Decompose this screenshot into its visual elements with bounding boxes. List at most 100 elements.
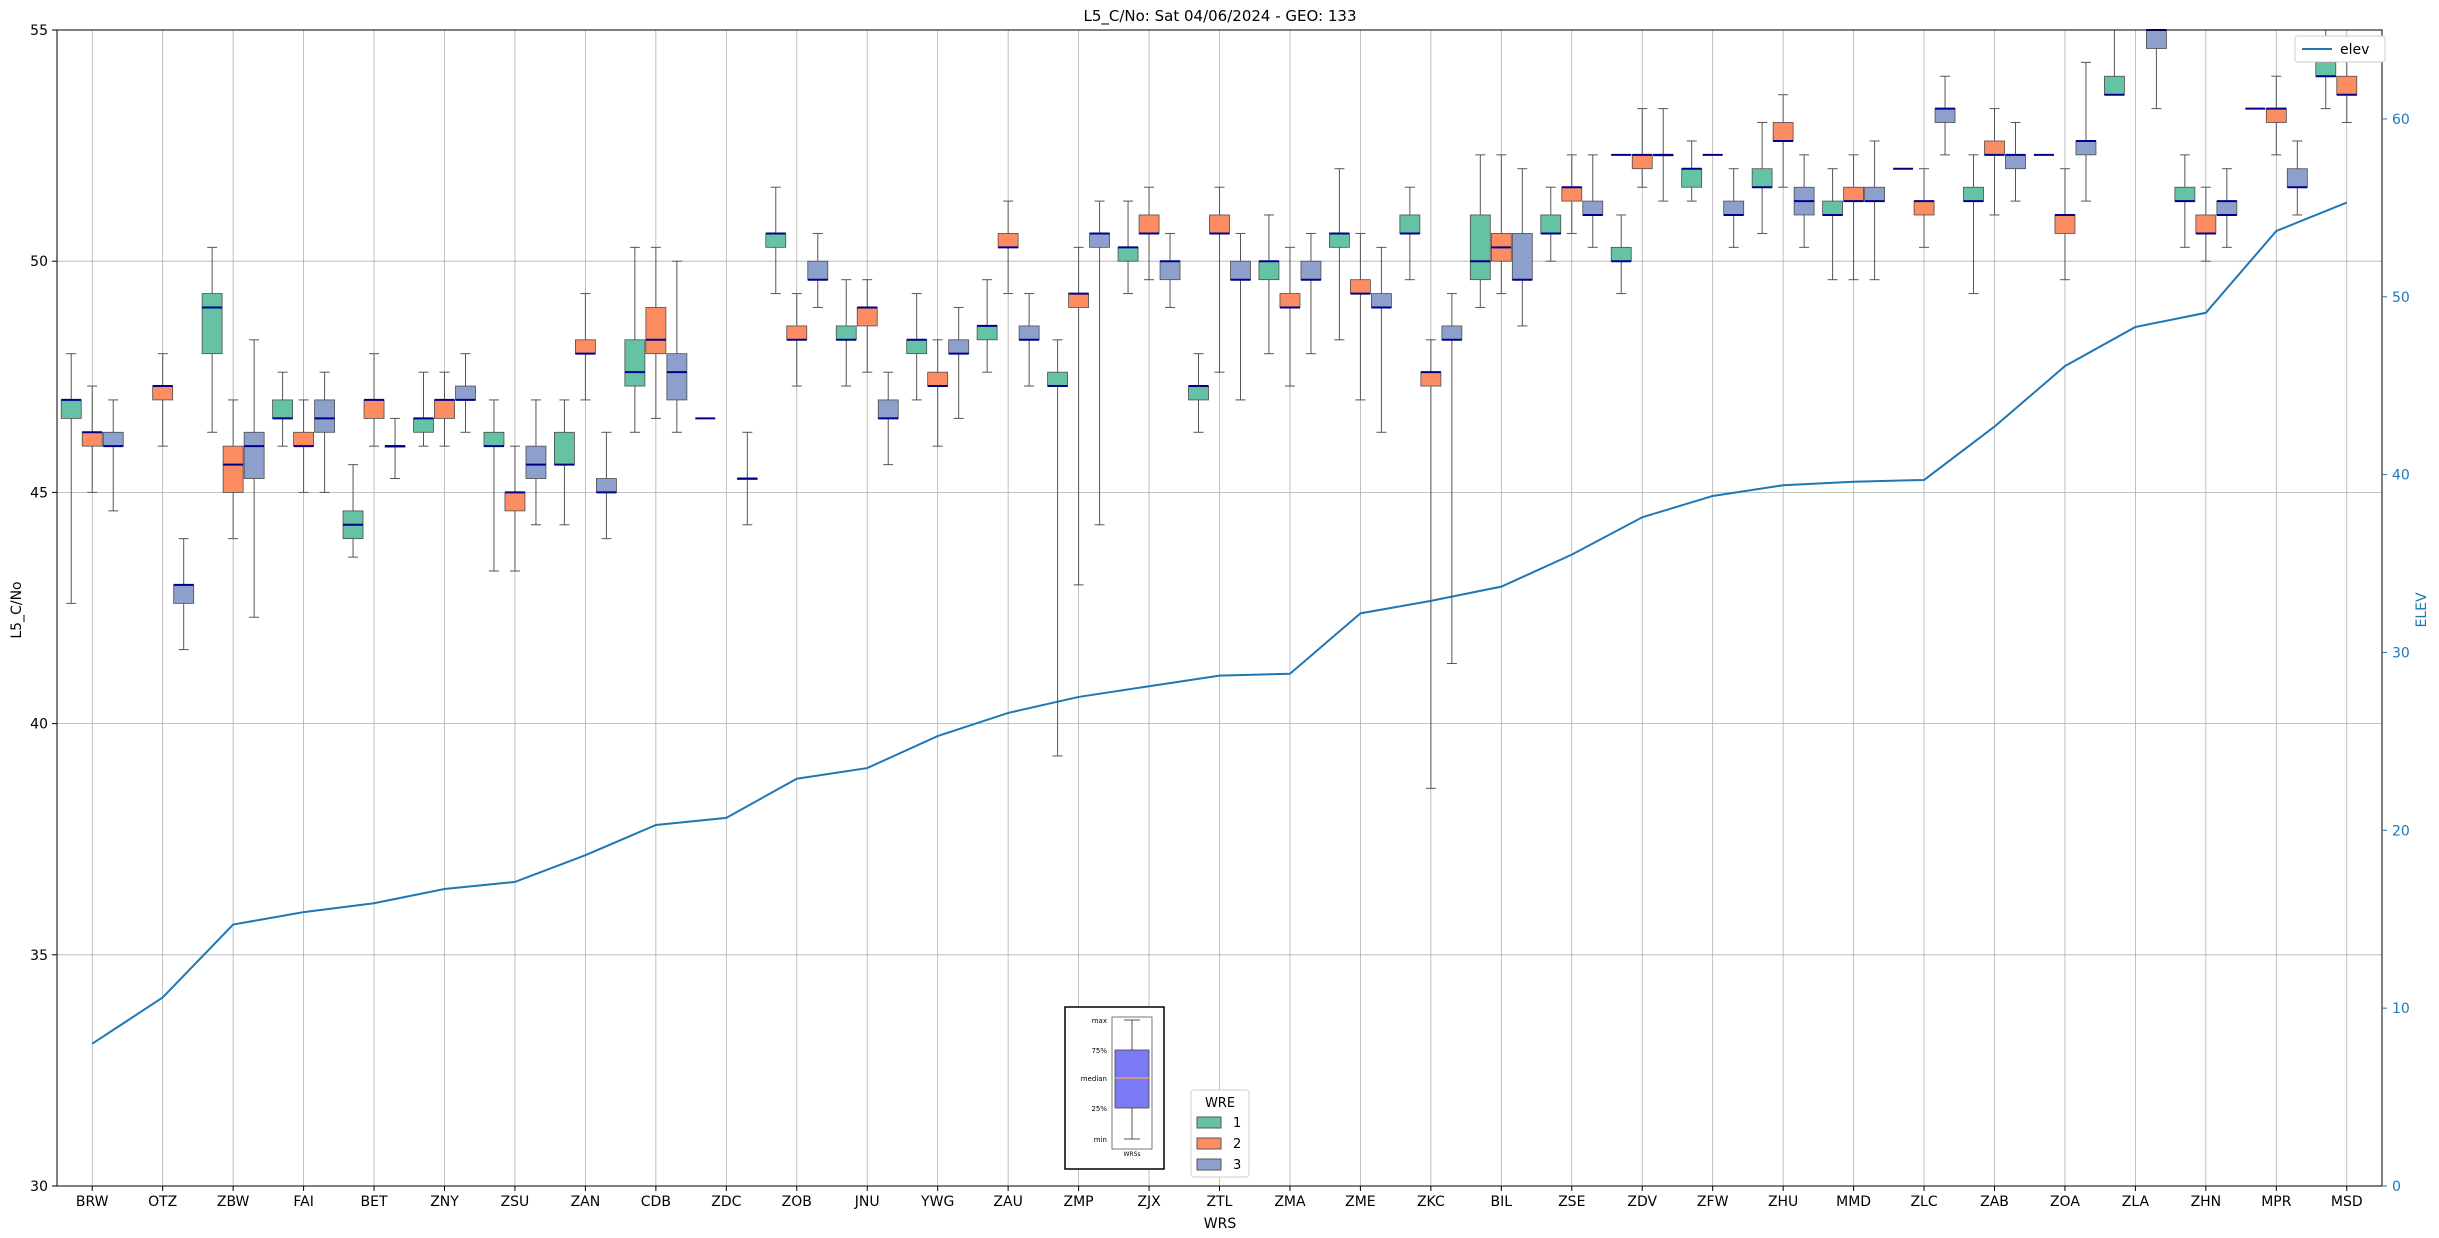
- x-tick-label: ZMA: [1274, 1194, 1306, 1210]
- box-iqr: [314, 399, 335, 433]
- box-ZME-wre2: [1350, 232, 1371, 401]
- x-tick-label: BET: [361, 1194, 388, 1210]
- x-tick-label: MPR: [2261, 1194, 2292, 1210]
- box-ZJX-wre3: [1159, 232, 1181, 308]
- box-iqr: [1371, 293, 1392, 308]
- box-iqr: [1159, 260, 1181, 281]
- x-tick-label: ZKC: [1417, 1194, 1445, 1210]
- box-ZAN-wre1: [554, 399, 575, 526]
- box-ZKC-wre1: [1399, 186, 1421, 281]
- box-ZAU-wre1: [976, 279, 998, 373]
- box-ZMP-wre1: [1047, 339, 1068, 757]
- chart-title: L5_C/No: Sat 04/06/2024 - GEO: 133: [1083, 7, 1356, 26]
- box-BIL-wre2: [1490, 154, 1512, 295]
- box-ZTL-wre3: [1230, 232, 1251, 401]
- box-ZSU-wre2: [504, 445, 526, 572]
- x-tick-label: FAI: [293, 1194, 313, 1210]
- box-iqr: [243, 431, 265, 479]
- box-ZFW-wre1: [1681, 140, 1703, 202]
- box-iqr: [1138, 214, 1160, 234]
- y2-tick-label: 40: [2392, 468, 2410, 484]
- box-iqr: [948, 339, 970, 355]
- box-iqr: [434, 399, 455, 419]
- elev-series-line: [91, 201, 2348, 1045]
- box-iqr: [645, 307, 667, 355]
- box-ZAU-wre3: [1018, 293, 1040, 387]
- box-ZAB-wre1: [1963, 154, 1984, 295]
- box-iqr: [60, 399, 82, 419]
- box-iqr: [1511, 233, 1533, 281]
- box-iqr: [786, 325, 808, 341]
- x-tick-label: ZJX: [1137, 1194, 1161, 1210]
- box-MPR-wre3: [2286, 140, 2308, 216]
- box-iqr: [1681, 168, 1703, 188]
- box-ZHN-wre1: [2174, 154, 2196, 248]
- box-ZJX-wre2: [1138, 186, 1160, 281]
- box-iqr: [293, 431, 314, 447]
- box-iqr: [2336, 75, 2358, 96]
- box-FAI-wre3: [314, 371, 335, 493]
- boxplot-explainer-legend: max 75% median 25% min WRSs: [1064, 1006, 1165, 1170]
- box-ZOA-wre2: [2054, 168, 2076, 281]
- wre-legend-title: WRE: [1205, 1096, 1235, 1111]
- box-iqr: [1188, 385, 1209, 401]
- box-iqr: [1350, 279, 1371, 294]
- box-iqr: [835, 325, 857, 341]
- x-axis-label: WRS: [1204, 1216, 1237, 1232]
- box-MMD-wre3: [1864, 140, 1885, 281]
- box-ZBW-wre1: [201, 246, 223, 433]
- box-iqr: [152, 385, 174, 401]
- box-iqr: [504, 491, 526, 512]
- y2-tick-label: 30: [2392, 645, 2410, 661]
- box-iqr: [222, 445, 244, 493]
- box-YWG-wre2: [927, 339, 949, 447]
- stats-label-75: 75%: [1091, 1047, 1107, 1055]
- box-ZHN-wre3: [2216, 168, 2238, 248]
- box-iqr: [1441, 325, 1463, 341]
- box-iqr: [1258, 260, 1280, 281]
- box-ZKC-wre3: [1441, 293, 1463, 664]
- box-MPR-wre2: [2265, 75, 2287, 156]
- box-iqr: [1822, 200, 1843, 216]
- box-iqr: [2005, 154, 2026, 170]
- x-tick-label: ZAU: [993, 1194, 1022, 1210]
- x-tick-label: ZSU: [501, 1194, 530, 1210]
- y-axis-label: L5_C/No: [9, 581, 25, 638]
- y2-tick-label: 0: [2392, 1179, 2401, 1195]
- box-MMD-wre2: [1843, 154, 1864, 281]
- box-ZOB-wre1: [765, 186, 787, 295]
- wre-legend-entry-1: 1: [1233, 1116, 1241, 1131]
- box-iqr: [525, 445, 547, 479]
- box-iqr: [272, 399, 293, 419]
- box-OTZ-wre3: [173, 538, 195, 651]
- box-iqr: [201, 293, 223, 355]
- y-tick-label: 30: [30, 1179, 48, 1195]
- box-iqr: [856, 307, 878, 327]
- box-ZAB-wre3: [2005, 121, 2026, 202]
- wre-legend-entry-3: 3: [1233, 1158, 1241, 1173]
- box-iqr: [81, 431, 103, 447]
- y-tick-label: 45: [30, 485, 48, 501]
- x-tick-label: ZHU: [1768, 1194, 1798, 1210]
- x-tick-label: ZHN: [2191, 1194, 2222, 1210]
- box-ZMA-wre2: [1279, 246, 1301, 387]
- box-ZSE-wre2: [1561, 154, 1583, 234]
- box-iqr: [1469, 214, 1491, 281]
- y-tick-label: 35: [30, 948, 48, 964]
- box-iqr: [906, 339, 928, 355]
- box-iqr: [1329, 233, 1350, 248]
- box-iqr: [1068, 293, 1089, 308]
- axes: BRW OTZ ZBW FAI BET ZNY ZSU ZAN CDB ZDC ZOB JNU YWG Z…: [30, 23, 2410, 1210]
- x-tick-label: ZAB: [1980, 1194, 2009, 1210]
- box-ZLC-wre2: [1913, 168, 1935, 248]
- x-tick-label: ZAN: [571, 1194, 601, 1210]
- x-tick-label: BIL: [1491, 1194, 1513, 1210]
- box-iqr: [1631, 154, 1653, 170]
- elev-line-layer: [91, 201, 2348, 1045]
- wre-legend: WRE 1 2 3: [1190, 1089, 1250, 1178]
- y2-tick-label: 10: [2392, 1001, 2410, 1017]
- box-ZME-wre1: [1329, 168, 1350, 341]
- box-iqr: [455, 385, 476, 401]
- box-iqr: [1420, 371, 1442, 387]
